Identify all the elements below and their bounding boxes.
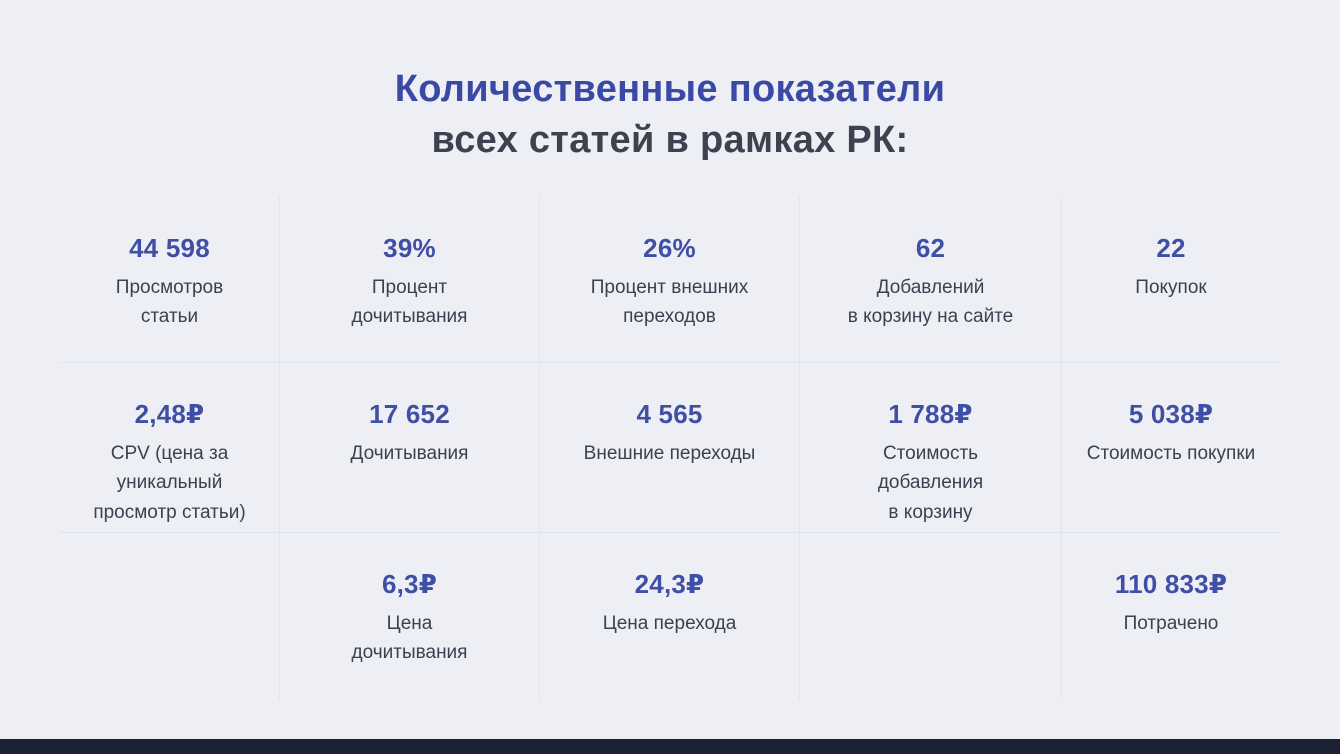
metric-value: 5 038₽	[1128, 399, 1214, 429]
metric-cell-purchase-cost: 5 038₽ Стоимость покупки	[1062, 363, 1280, 533]
metric-value: 2,48₽	[134, 399, 205, 429]
metric-cell-cpv: 2,48₽ CPV (цена за уникальный просмотр с…	[60, 363, 280, 533]
bottom-accent-bar	[0, 739, 1340, 754]
metric-cell-external-clicks-percent: 26% Процент внешних переходов	[540, 197, 800, 363]
metric-value: 44 598	[129, 233, 210, 263]
metric-label: Дочитывания	[350, 443, 469, 464]
metric-value: 22	[1156, 233, 1186, 263]
metric-label: Цена перехода	[602, 613, 737, 634]
metric-cell-empty	[60, 533, 280, 700]
metric-cell-external-clicks: 4 565 Внешние переходы	[540, 363, 800, 533]
metric-cell-read-through-percent: 39% Процент дочитывания	[280, 197, 540, 363]
metric-label: Процент дочитывания	[351, 277, 468, 328]
metric-label: Процент внешних переходов	[590, 277, 749, 328]
metric-value: 39%	[383, 233, 436, 263]
metric-cell-purchases: 22 Покупок	[1062, 197, 1280, 363]
metric-cell-add-to-cart-cost: 1 788₽ Стоимость добавления в корзину	[800, 363, 1062, 533]
metric-label: Просмотров статьи	[115, 277, 224, 328]
metric-label: Потрачено	[1123, 613, 1219, 634]
metric-value: 24,3₽	[634, 569, 705, 599]
page-title: Количественные показатели всех статей в …	[0, 0, 1340, 166]
metric-value: 17 652	[369, 399, 450, 429]
metric-value: 26%	[643, 233, 696, 263]
metric-label: Покупок	[1135, 277, 1207, 298]
metric-value: 4 565	[636, 399, 703, 429]
metric-value: 110 833₽	[1114, 569, 1228, 599]
metric-label: Добавлений в корзину на сайте	[847, 277, 1014, 328]
metric-label: CPV (цена за уникальный просмотр статьи)	[93, 443, 246, 523]
metric-cell-article-views: 44 598 Просмотров статьи	[60, 197, 280, 363]
page-title-line-1: Количественные показатели	[394, 68, 946, 110]
metric-cell-click-price: 24,3₽ Цена перехода	[540, 533, 800, 700]
metric-label: Стоимость добавления в корзину	[877, 443, 984, 523]
metrics-grid: 44 598 Просмотров статьи 39% Процент доч…	[60, 197, 1280, 700]
metric-cell-total-spent: 110 833₽ Потрачено	[1062, 533, 1280, 700]
metric-label: Внешние переходы	[583, 443, 756, 464]
metric-value: 62	[915, 233, 946, 263]
metric-cell-add-to-cart: 62 Добавлений в корзину на сайте	[800, 197, 1062, 363]
metric-value: 1 788₽	[888, 399, 973, 429]
metric-cell-read-through-price: 6,3₽ Цена дочитывания	[280, 533, 540, 700]
metric-cell-empty	[800, 533, 1062, 700]
page-title-line-2: всех статей в рамках РК:	[431, 118, 909, 161]
metric-value: 6,3₽	[381, 569, 438, 599]
metric-label: Стоимость покупки	[1086, 443, 1256, 464]
metric-cell-read-throughs: 17 652 Дочитывания	[280, 363, 540, 533]
metric-label: Цена дочитывания	[351, 613, 468, 664]
